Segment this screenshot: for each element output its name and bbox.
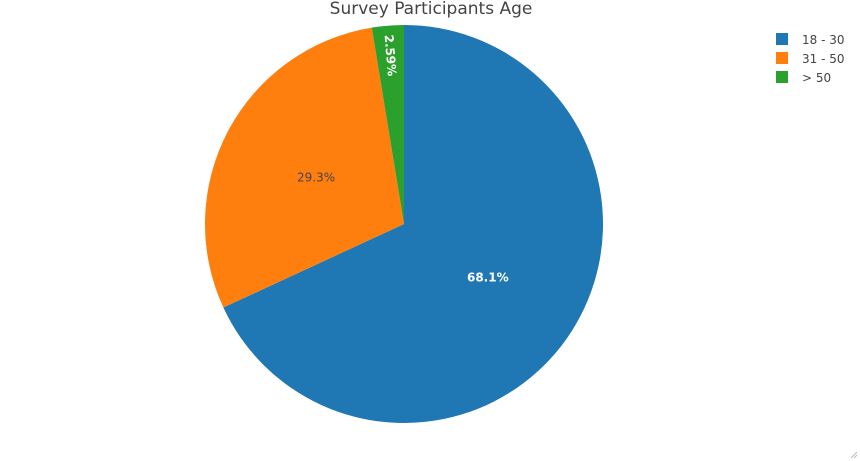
pie-slice-labels: 68.1% 29.3% 2.59% (297, 34, 509, 285)
legend-item-50[interactable]: > 50 (776, 71, 831, 85)
legend-swatch-18-30 (776, 33, 788, 45)
legend-swatch-50 (776, 71, 788, 83)
chart-title: Survey Participants Age (330, 0, 533, 19)
legend-item-31-50[interactable]: 31 - 50 (776, 52, 845, 66)
legend-label-18-30: 18 - 30 (802, 33, 845, 47)
legend: 18 - 30 31 - 50 > 50 (776, 33, 845, 85)
pie-slice-label-31-50: 29.3% (297, 170, 335, 184)
legend-item-18-30[interactable]: 18 - 30 (776, 33, 845, 47)
pie-slice-label-18-30: 68.1% (467, 271, 509, 285)
pie-slice-50[interactable] (371, 25, 404, 224)
pie-slice-31-50[interactable] (205, 27, 404, 308)
pie-slice-18-30[interactable] (223, 25, 604, 423)
legend-label-31-50: 31 - 50 (802, 52, 845, 66)
resize-grip-icon[interactable] (850, 451, 858, 459)
legend-swatch-31-50 (776, 52, 788, 64)
legend-label-50: > 50 (802, 71, 831, 85)
pie-slices (205, 25, 604, 423)
pie-slice-label-50: 2.59% (382, 34, 399, 77)
